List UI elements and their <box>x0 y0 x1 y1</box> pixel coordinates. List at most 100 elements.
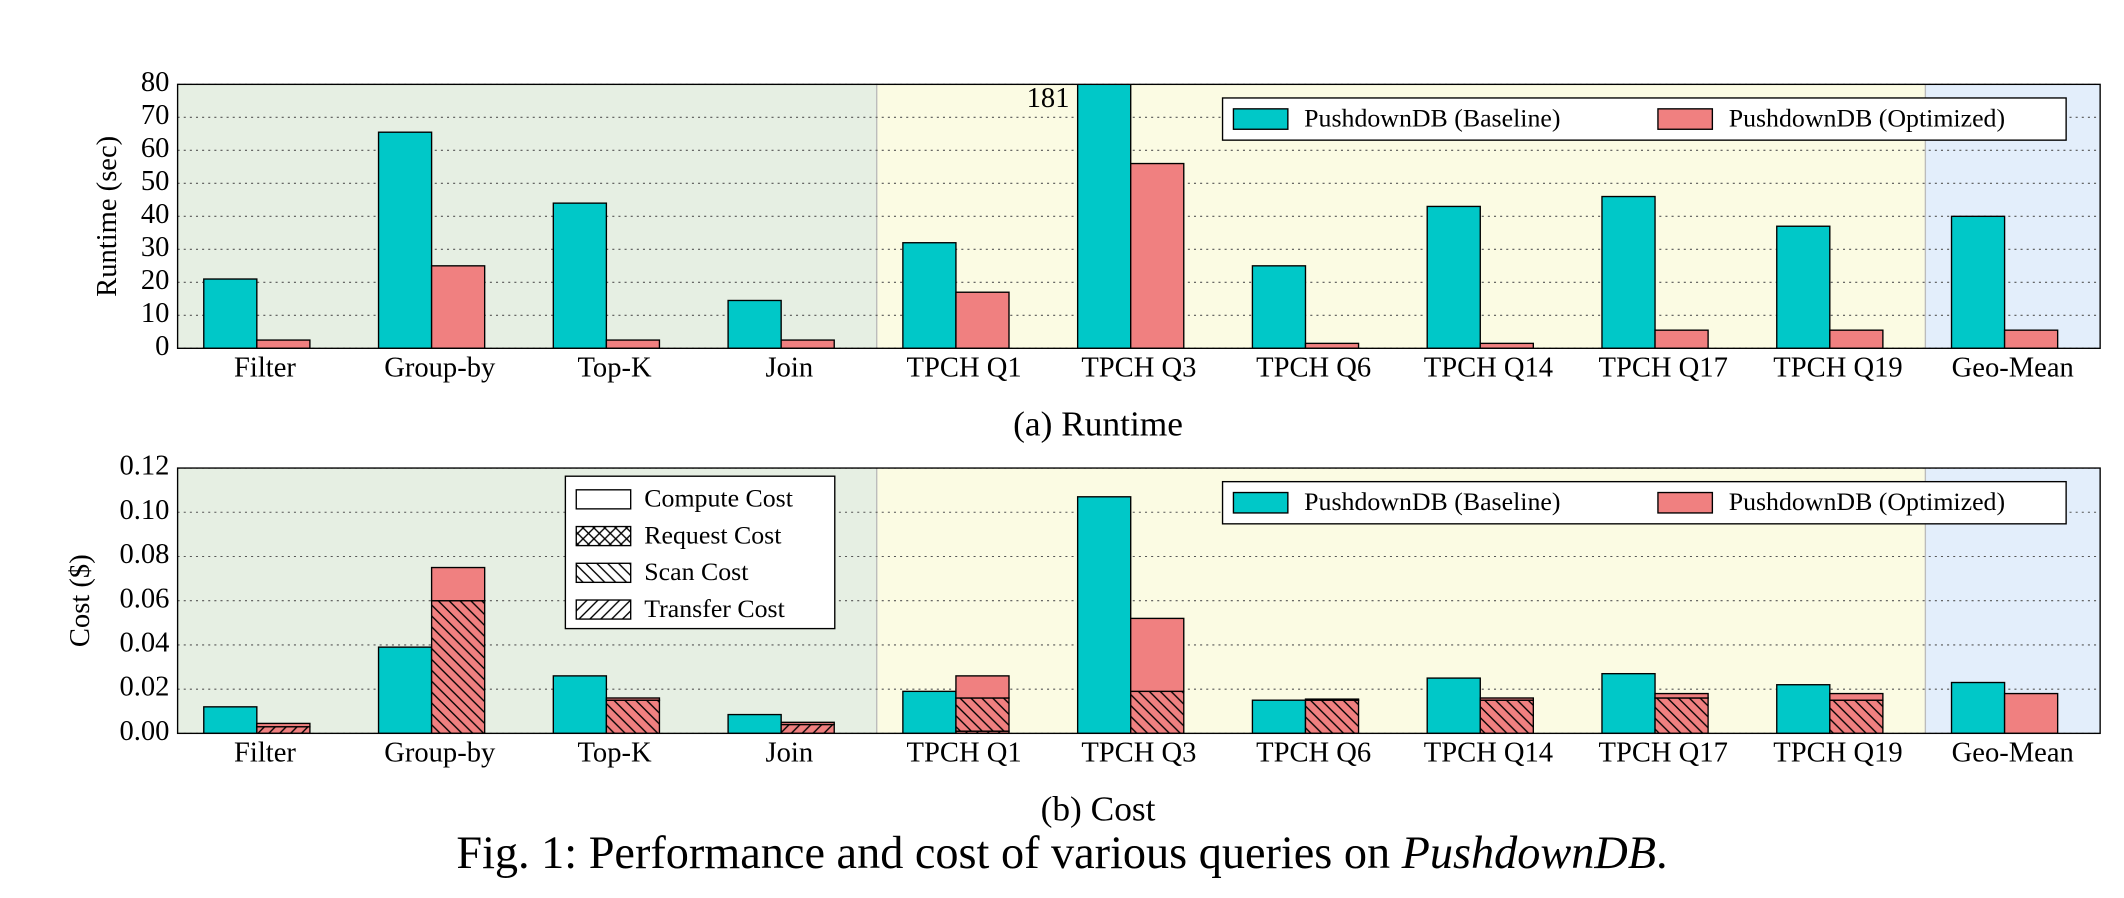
bar-segment <box>1601 672 1656 734</box>
bar <box>1601 195 1656 349</box>
hatch-swatch <box>575 599 632 620</box>
x-tick-label: TPCH Q1 <box>907 353 1022 384</box>
x-tick-label: Filter <box>234 738 296 769</box>
hatch-legend-label: Request Cost <box>644 520 782 549</box>
bar-segment <box>2003 692 2059 734</box>
bar-segment <box>1950 681 2006 734</box>
hatch-overlay <box>955 697 1009 732</box>
y-tick-label: 0.00 <box>119 716 169 747</box>
bar <box>377 131 433 349</box>
bar-segment <box>605 697 661 701</box>
x-tick-label: TPCH Q6 <box>1256 738 1371 769</box>
legend-box <box>1221 480 2067 525</box>
bar-segment <box>727 713 782 734</box>
x-tick-label: Top-K <box>577 738 652 769</box>
bar <box>2003 329 2059 349</box>
x-tick-label: Geo-Mean <box>1952 738 2074 769</box>
y-tick-label: 0.04 <box>119 627 169 658</box>
bar <box>1426 205 1481 349</box>
bar-segment <box>1251 699 1307 734</box>
bar <box>1130 162 1185 349</box>
y-tick-label: 0.12 <box>119 451 169 482</box>
bars <box>203 496 2059 734</box>
legend-label: PushdownDB (Baseline) <box>1304 103 1560 132</box>
plot-frame <box>176 83 2101 349</box>
chart-caption: (a) Runtime <box>1013 403 1183 443</box>
hatch-overlay <box>1305 700 1359 734</box>
bar-segment <box>902 690 957 734</box>
y-axis-label: Runtime (sec) <box>92 136 123 297</box>
bar-segment <box>203 706 258 734</box>
caption-text: Fig. 1: Performance and cost of various … <box>456 828 1401 879</box>
bar-segment <box>552 675 608 734</box>
bar <box>1654 329 1709 349</box>
hatch-legend-label: Scan Cost <box>644 557 749 586</box>
x-tick-label: TPCH Q3 <box>1081 738 1196 769</box>
bars <box>203 84 2059 349</box>
bar <box>1251 265 1307 349</box>
value-label: 181 <box>1027 83 1070 114</box>
hatch-overlay <box>256 726 310 734</box>
bar <box>552 202 608 349</box>
plot-frame <box>176 467 2101 735</box>
x-tick-label: TPCH Q19 <box>1773 353 1902 384</box>
chart-caption: (b) Cost <box>1041 788 1156 828</box>
hatch-overlay <box>781 724 835 734</box>
x-tick-label: TPCH Q1 <box>907 738 1022 769</box>
legend-swatch <box>1657 108 1714 130</box>
x-tick-label: Group-by <box>384 353 496 384</box>
bar-segment <box>1426 677 1481 734</box>
hatch-overlay <box>1829 700 1883 734</box>
bar <box>955 291 1010 349</box>
y-axis-label: Cost ($) <box>65 554 96 647</box>
bar <box>1076 84 1132 349</box>
bar <box>902 242 957 349</box>
bar-segment <box>780 721 835 726</box>
hatch-swatch <box>575 525 632 547</box>
legend-swatch <box>1657 491 1714 514</box>
bar <box>430 265 486 349</box>
y-tick-label: 40 <box>141 199 170 230</box>
x-tick-label: TPCH Q19 <box>1773 738 1902 769</box>
x-tick-label: Group-by <box>384 738 496 769</box>
bar-segment <box>1654 692 1709 699</box>
x-tick-label: TPCH Q14 <box>1424 353 1553 384</box>
bar <box>203 278 258 349</box>
y-tick-label: 60 <box>141 133 170 164</box>
bar <box>256 339 311 349</box>
y-tick-label: 0 <box>155 331 169 362</box>
x-tick-label: TPCH Q3 <box>1081 353 1196 384</box>
bar-segment <box>1829 692 1884 701</box>
y-tick-label: 20 <box>141 265 170 296</box>
chart: 0.00 0.02 0.04 0.06 0.08 0.10 0.12 Cost ($) Filt… <box>65 451 2101 828</box>
bar <box>1304 342 1360 349</box>
x-tick-label: Join <box>766 353 814 384</box>
legend-label: PushdownDB (Baseline) <box>1304 487 1560 516</box>
figure-caption: Fig. 1: Performance and cost of various … <box>456 828 1667 879</box>
hatch-legend-label: Transfer Cost <box>644 594 785 623</box>
bar-segment <box>377 646 433 734</box>
bar-segment <box>1130 617 1185 693</box>
legend-swatch <box>1232 491 1289 514</box>
x-tick-label: Filter <box>234 353 296 384</box>
x-tick-label: TPCH Q6 <box>1256 353 1371 384</box>
bar <box>727 299 782 349</box>
y-tick-label: 10 <box>141 298 170 329</box>
x-tick-label: TPCH Q17 <box>1599 353 1728 384</box>
y-tick-label: 70 <box>141 100 170 131</box>
hatch-overlay <box>1130 691 1184 734</box>
bar <box>1829 329 1884 349</box>
hatch-overlay <box>431 600 485 734</box>
hatch-swatch <box>575 562 632 584</box>
legend-box <box>1221 97 2067 141</box>
bar <box>605 339 661 349</box>
y-tick-label: 50 <box>141 166 170 197</box>
legend-label: PushdownDB (Optimized) <box>1729 487 2005 516</box>
x-tick-label: TPCH Q14 <box>1424 738 1553 769</box>
x-tick-label: TPCH Q17 <box>1599 738 1728 769</box>
bar <box>1950 215 2006 349</box>
y-tick-label: 0.06 <box>119 583 169 614</box>
x-tick-label: Geo-Mean <box>1952 353 2074 384</box>
